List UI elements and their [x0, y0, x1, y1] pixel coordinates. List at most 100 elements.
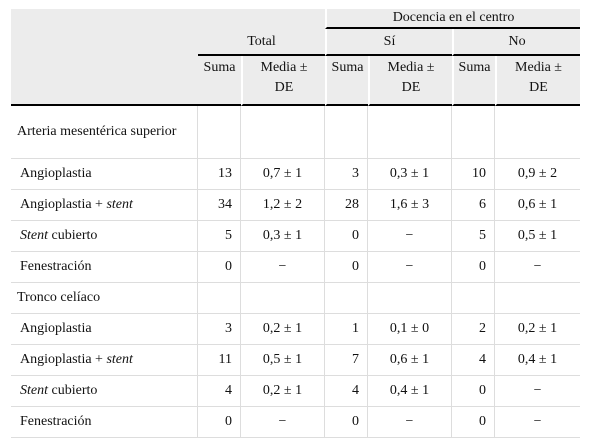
total-sum-cell: 11 [198, 345, 241, 376]
table-row: Angioplastia 3 0,2 ± 1 1 0,1 ± 0 2 0,2 ±… [11, 314, 581, 345]
header-empty-top [11, 9, 325, 29]
si-mean-cell: 0,1 ± 0 [368, 314, 452, 345]
label-italic: stent [106, 352, 133, 367]
si-sum-cell: 0 [325, 407, 368, 438]
si-sum-cell: 0 [325, 221, 368, 252]
si-mean-cell: 1,6 ± 3 [368, 190, 452, 221]
no-mean-cell: − [495, 252, 581, 283]
section-row: Arteria mesentérica superior [11, 106, 581, 159]
total-sum-cell: 3 [198, 314, 241, 345]
empty-cell [241, 283, 325, 314]
results-table: Docencia en el centro Total Sí No Suma M… [11, 9, 581, 438]
total-mean-cell: 1,2 ± 2 [241, 190, 325, 221]
no-mean-cell: − [495, 376, 581, 407]
table-row: Stent cubierto 5 0,3 ± 1 0 − 5 0,5 ± 1 [11, 221, 581, 252]
section-title: Tronco celíaco [11, 283, 198, 314]
label-italic: stent [106, 197, 133, 212]
total-sum-cell: 5 [198, 221, 241, 252]
label-text: Angioplastia + [20, 197, 107, 212]
no-sum-cell: 5 [452, 221, 495, 252]
total-sum-cell: 0 [198, 252, 241, 283]
total-sum-cell: 13 [198, 159, 241, 190]
mean-label-line1: Media ± [260, 60, 308, 75]
header-total-sum: Suma [198, 56, 241, 106]
si-mean-cell: 0,4 ± 1 [368, 376, 452, 407]
table-row: Angioplastia 13 0,7 ± 1 3 0,3 ± 1 10 0,9… [11, 159, 581, 190]
total-mean-cell: 0,2 ± 1 [241, 314, 325, 345]
total-mean-cell: 0,7 ± 1 [241, 159, 325, 190]
empty-cell [495, 106, 581, 159]
si-mean-cell: 0,3 ± 1 [368, 159, 452, 190]
table-row: Fenestración 0 − 0 − 0 − [11, 252, 581, 283]
mean-label-line2: DE [529, 80, 548, 95]
label-text: Fenestración [20, 414, 92, 429]
total-mean-cell: − [241, 252, 325, 283]
table-row: Fenestración 0 − 0 − 0 − [11, 407, 581, 438]
label-text: Angioplastia + [20, 352, 107, 367]
label-text: Fenestración [20, 259, 92, 274]
empty-cell [368, 106, 452, 159]
no-mean-cell: 0,6 ± 1 [495, 190, 581, 221]
no-mean-cell: 0,5 ± 1 [495, 221, 581, 252]
si-mean-cell: − [368, 221, 452, 252]
header-no-mean: Media ± DE [495, 56, 581, 106]
row-label: Angioplastia + stent [11, 190, 198, 221]
no-mean-cell: − [495, 407, 581, 438]
header-empty-bottom [11, 56, 198, 106]
no-sum-cell: 0 [452, 376, 495, 407]
total-sum-cell: 34 [198, 190, 241, 221]
row-label: Fenestración [11, 407, 198, 438]
row-label: Angioplastia [11, 159, 198, 190]
row-label: Stent cubierto [11, 221, 198, 252]
no-mean-cell: 0,2 ± 1 [495, 314, 581, 345]
no-mean-cell: 0,9 ± 2 [495, 159, 581, 190]
empty-cell [198, 283, 241, 314]
row-label: Fenestración [11, 252, 198, 283]
no-sum-cell: 2 [452, 314, 495, 345]
empty-cell [495, 283, 581, 314]
si-mean-cell: 0,6 ± 1 [368, 345, 452, 376]
mean-label-line2: DE [274, 80, 294, 95]
si-sum-cell: 3 [325, 159, 368, 190]
header-total-mean: Media ± DE [241, 56, 325, 106]
no-sum-cell: 10 [452, 159, 495, 190]
no-sum-cell: 4 [452, 345, 495, 376]
empty-cell [452, 106, 495, 159]
table-row: Angioplastia + stent 34 1,2 ± 2 28 1,6 ±… [11, 190, 581, 221]
header-si-mean: Media ± DE [368, 56, 452, 106]
no-mean-cell: 0,4 ± 1 [495, 345, 581, 376]
row-label: Angioplastia + stent [11, 345, 198, 376]
si-sum-cell: 4 [325, 376, 368, 407]
empty-cell [325, 106, 368, 159]
table-body: Arteria mesentérica superior Angioplasti… [11, 106, 581, 438]
total-mean-cell: 0,3 ± 1 [241, 221, 325, 252]
table-row: Stent cubierto 4 0,2 ± 1 4 0,4 ± 1 0 − [11, 376, 581, 407]
total-sum-cell: 0 [198, 407, 241, 438]
header-group-label: Docencia en el centro [325, 9, 581, 29]
total-sum-cell: 4 [198, 376, 241, 407]
header-no-label: No [452, 29, 581, 56]
row-label: Stent cubierto [11, 376, 198, 407]
si-sum-cell: 0 [325, 252, 368, 283]
no-sum-cell: 0 [452, 252, 495, 283]
empty-cell [241, 106, 325, 159]
si-mean-cell: − [368, 407, 452, 438]
label-italic: Stent [20, 228, 48, 243]
no-sum-cell: 0 [452, 407, 495, 438]
empty-cell [452, 283, 495, 314]
header-si-sum: Suma [325, 56, 368, 106]
mean-label-line1: Media ± [387, 60, 435, 75]
total-mean-cell: 0,2 ± 1 [241, 376, 325, 407]
no-sum-cell: 6 [452, 190, 495, 221]
mean-label-line1: Media ± [515, 60, 562, 75]
table-row: Angioplastia + stent 11 0,5 ± 1 7 0,6 ± … [11, 345, 581, 376]
header-si-label: Sí [325, 29, 452, 56]
total-mean-cell: 0,5 ± 1 [241, 345, 325, 376]
header-no-sum: Suma [452, 56, 495, 106]
si-sum-cell: 1 [325, 314, 368, 345]
empty-cell [198, 106, 241, 159]
header-empty-mid [11, 29, 198, 56]
section-row: Tronco celíaco [11, 283, 581, 314]
label-italic: Stent [20, 383, 48, 398]
